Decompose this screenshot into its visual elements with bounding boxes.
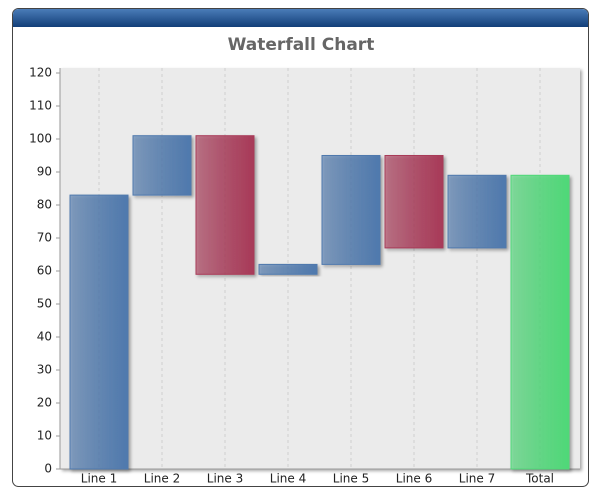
x-tick-label: Line 2 <box>144 472 180 486</box>
y-tick-label: 10 <box>37 429 52 443</box>
y-tick-label: 40 <box>37 330 52 344</box>
y-tick-label: 120 <box>29 66 52 80</box>
x-tick-label: Total <box>525 472 554 486</box>
y-tick-label: 0 <box>44 462 52 476</box>
window-header <box>13 9 588 27</box>
y-tick-label: 90 <box>37 165 52 179</box>
bar <box>132 135 192 196</box>
x-tick-label: Line 5 <box>333 472 369 486</box>
y-tick-label: 80 <box>37 198 52 212</box>
y-tick-label: 50 <box>37 297 52 311</box>
y-tick-label: 20 <box>37 396 52 410</box>
x-tick-label: Line 1 <box>81 472 117 486</box>
bar <box>258 263 318 275</box>
y-tick-label: 110 <box>29 99 52 113</box>
plot-area <box>60 68 580 469</box>
y-tick-label: 60 <box>37 264 52 278</box>
bar <box>69 194 129 470</box>
bar <box>321 155 381 265</box>
x-tick-label: Line 7 <box>459 472 495 486</box>
y-tick-label: 70 <box>37 231 52 245</box>
x-tick-label: Line 4 <box>270 472 306 486</box>
chart-title: Waterfall Chart <box>228 35 375 55</box>
x-tick-label: Line 6 <box>396 472 432 486</box>
y-tick-label: 100 <box>29 132 52 146</box>
bar <box>510 174 570 470</box>
x-tick-label: Line 3 <box>207 472 243 486</box>
y-tick-label: 30 <box>37 363 52 377</box>
bar <box>384 155 444 249</box>
bar <box>195 135 255 275</box>
bar <box>447 174 507 249</box>
